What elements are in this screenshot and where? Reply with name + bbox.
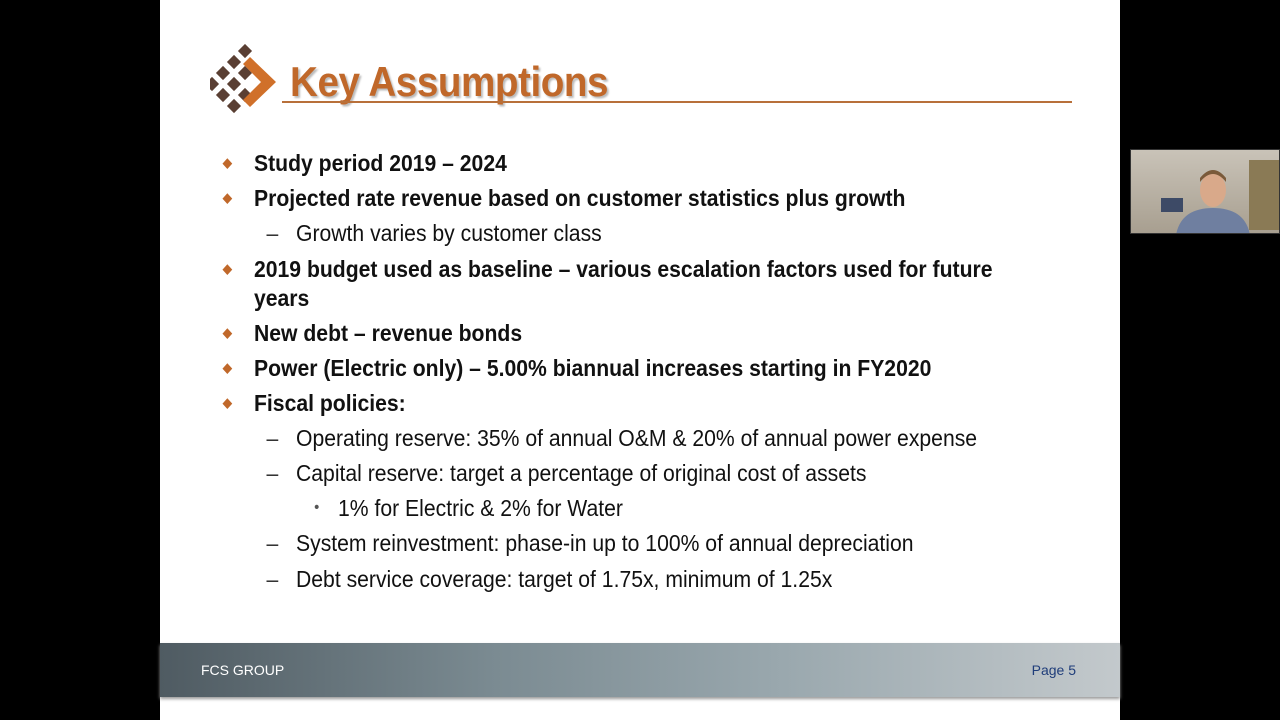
slide-footer: FCS GROUP Page 5 — [160, 643, 1120, 697]
dash-bullet-icon: – — [266, 530, 279, 556]
bullet-text: System reinvestment: phase-in up to 100%… — [296, 530, 914, 556]
dash-bullet-icon: – — [266, 460, 279, 486]
dash-bullet-icon: – — [266, 425, 279, 451]
bullet-text: Operating reserve: 35% of annual O&M & 2… — [296, 425, 978, 451]
diamond-bullet-icon: ◆ — [222, 325, 232, 340]
bullet-item-level-1: ◆ Study period 2019 – 2024 — [223, 150, 507, 177]
bullet-item-level-1: ◆ New debt – revenue bonds — [223, 320, 523, 347]
bullet-item-level-1: ◆ Projected rate revenue based on custome… — [223, 185, 906, 212]
bullet-item-level-1: years — [254, 285, 309, 312]
bullet-item-level-1: ◆ 2019 budget used as baseline – various … — [223, 256, 993, 283]
bullet-item-level-2: – System reinvestment: phase-in up to 100… — [267, 530, 914, 557]
bullet-text: 2019 budget used as baseline – various e… — [254, 256, 993, 282]
bullet-text: Growth varies by customer class — [296, 220, 602, 246]
bullet-text: Debt service coverage: target of 1.75x, … — [296, 566, 833, 592]
diamond-bullet-icon: ◆ — [222, 395, 232, 410]
bullet-text: New debt – revenue bonds — [254, 320, 523, 346]
diamond-bullet-icon: ◆ — [222, 155, 232, 170]
slide: Key Assumptions ◆ Study period 2019 – 202… — [160, 0, 1120, 720]
webcam-video — [1130, 149, 1280, 234]
bullet-text: Fiscal policies: — [254, 390, 406, 416]
slide-title: Key Assumptions — [290, 58, 609, 105]
diamond-bullet-icon: ◆ — [222, 261, 232, 276]
bullet-text: Projected rate revenue based on customer… — [254, 185, 906, 211]
bullet-item-level-1: ◆ Power (Electric only) – 5.00% biannual … — [223, 355, 932, 382]
bullet-text: Study period 2019 – 2024 — [254, 150, 507, 176]
dot-bullet-icon: • — [314, 499, 320, 516]
page-number: Page 5 — [1031, 662, 1076, 678]
fcs-logo-icon — [210, 44, 276, 114]
bullet-text: Power (Electric only) – 5.00% biannual i… — [254, 355, 932, 381]
dash-bullet-icon: – — [266, 566, 279, 592]
dash-bullet-icon: – — [266, 220, 279, 246]
bullet-item-level-2: – Debt service coverage: target of 1.75x,… — [267, 566, 833, 593]
diamond-bullet-icon: ◆ — [222, 190, 232, 205]
bullet-item-level-1: ◆ Fiscal policies: — [223, 390, 406, 417]
bullet-text: Capital reserve: target a percentage of … — [296, 460, 867, 486]
bullet-item-level-2: – Capital reserve: target a percentage of… — [267, 460, 867, 487]
bullet-text: years — [254, 285, 310, 311]
bullet-item-level-3: • 1% for Electric & 2% for Water — [314, 495, 623, 522]
diamond-bullet-icon: ◆ — [222, 360, 232, 375]
title-underline — [282, 101, 1072, 103]
bullet-text: 1% for Electric & 2% for Water — [338, 495, 623, 521]
bullet-item-level-2: – Operating reserve: 35% of annual O&M & … — [267, 425, 978, 452]
bullet-item-level-2: – Growth varies by customer class — [267, 220, 602, 247]
footer-company: FCS GROUP — [201, 662, 285, 678]
